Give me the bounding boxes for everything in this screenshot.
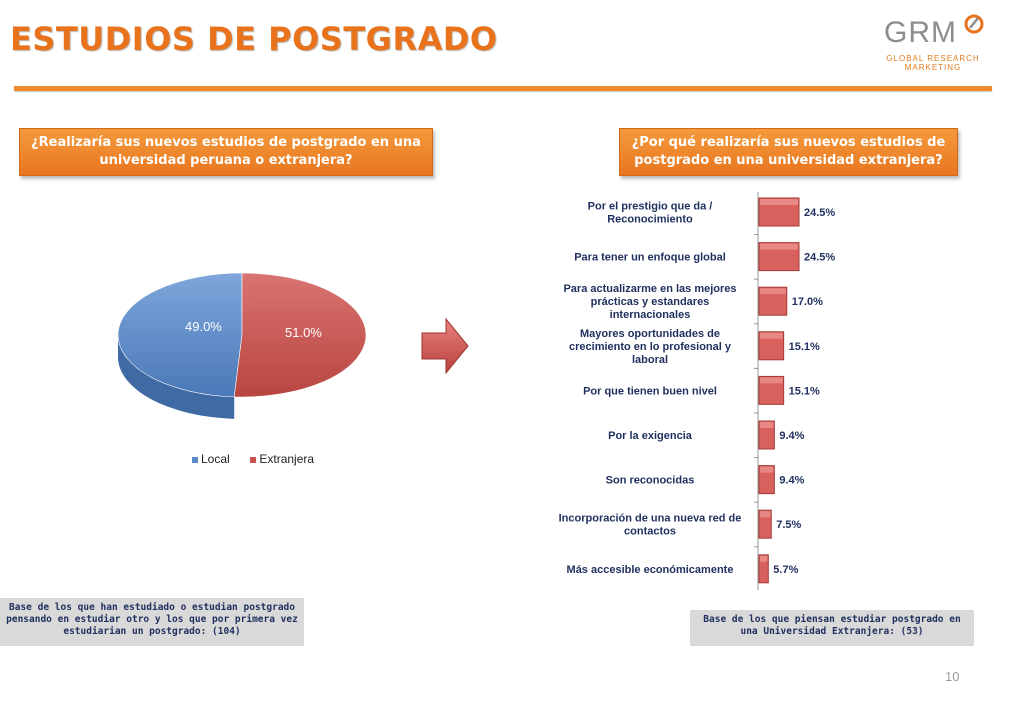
bar-value-3: 15.1% [789,341,820,353]
pie-slice-local [117,272,243,398]
bar-highlight-0 [760,199,798,205]
pie-legend: Local Extranjera [192,452,314,466]
legend-extranjera: Extranjera [259,452,315,466]
bar-value-5: 9.4% [779,430,804,442]
question-left: ¿Realizaría sus nuevos estudios de postg… [19,128,433,176]
bar-highlight-8 [760,555,768,562]
bar-chart: 24.5% Por el prestigio que da / Reconocimi… [559,192,835,590]
bar-category-7: Incorporación de una nueva red de contact… [559,513,742,538]
legend-swatch-extranjera [250,456,257,463]
bar-8 [758,554,769,584]
bar-category-1: Para tener un enfoque global [574,252,726,264]
bar-value-6: 9.4% [779,475,804,487]
page-title: ESTUDIOS DE POSTGRADO [10,20,498,58]
page-number: 10 [945,669,960,684]
bar-highlight-2 [760,288,786,295]
legend-swatch-local [192,456,198,463]
pie-slice-extranjera [233,272,367,398]
bar-category-2: Para actualizarme en las mejores práctica… [563,283,736,321]
title-divider [14,86,992,91]
bar-highlight-3 [760,332,783,339]
logo-subtitle: GLOBAL RESEARCH MARKETING [886,54,980,72]
bar-value-4: 15.1% [789,385,820,397]
pie-side-local [118,335,235,419]
bar-category-6: Son reconocidas [606,475,695,487]
question-right: ¿Por qué realizaría sus nuevos estudios … [619,128,958,176]
bar-highlight-5 [760,422,774,428]
bar-highlight-1 [760,243,798,250]
bar-value-2: 17.0% [792,296,823,308]
bar-value-8: 5.7% [773,564,798,576]
bar-value-7: 7.5% [776,519,801,531]
logo-text: GRM [884,16,957,49]
bar-highlight-7 [760,511,771,518]
bar-category-3: Mayores oportunidades de crecimiento en l… [569,328,732,366]
bar-category-4: Por que tienen buen nivel [583,385,717,397]
pie-label-extranjera: 51.0% [285,325,322,340]
base-note-right: Base de los que piensan estudiar postgra… [690,610,974,646]
grm-logo-icon [964,14,984,34]
bar-highlight-4 [760,377,783,384]
bar-category-8: Más accesible económicamente [567,564,734,576]
bar-highlight-6 [760,466,774,473]
legend-local: Local [201,452,230,466]
pie-chart: 49.0% 51.0% [117,272,367,419]
bar-value-1: 24.5% [804,252,835,264]
bar-category-5: Por la exigencia [608,430,693,442]
bar-category-0: Por el prestigio que da / Reconocimiento [588,201,713,226]
bar-value-0: 24.5% [804,207,835,219]
pie-label-local: 49.0% [185,319,222,334]
base-note-left: Base de los que han estudiado o estudian… [0,598,304,646]
right-arrow-icon [421,317,469,375]
